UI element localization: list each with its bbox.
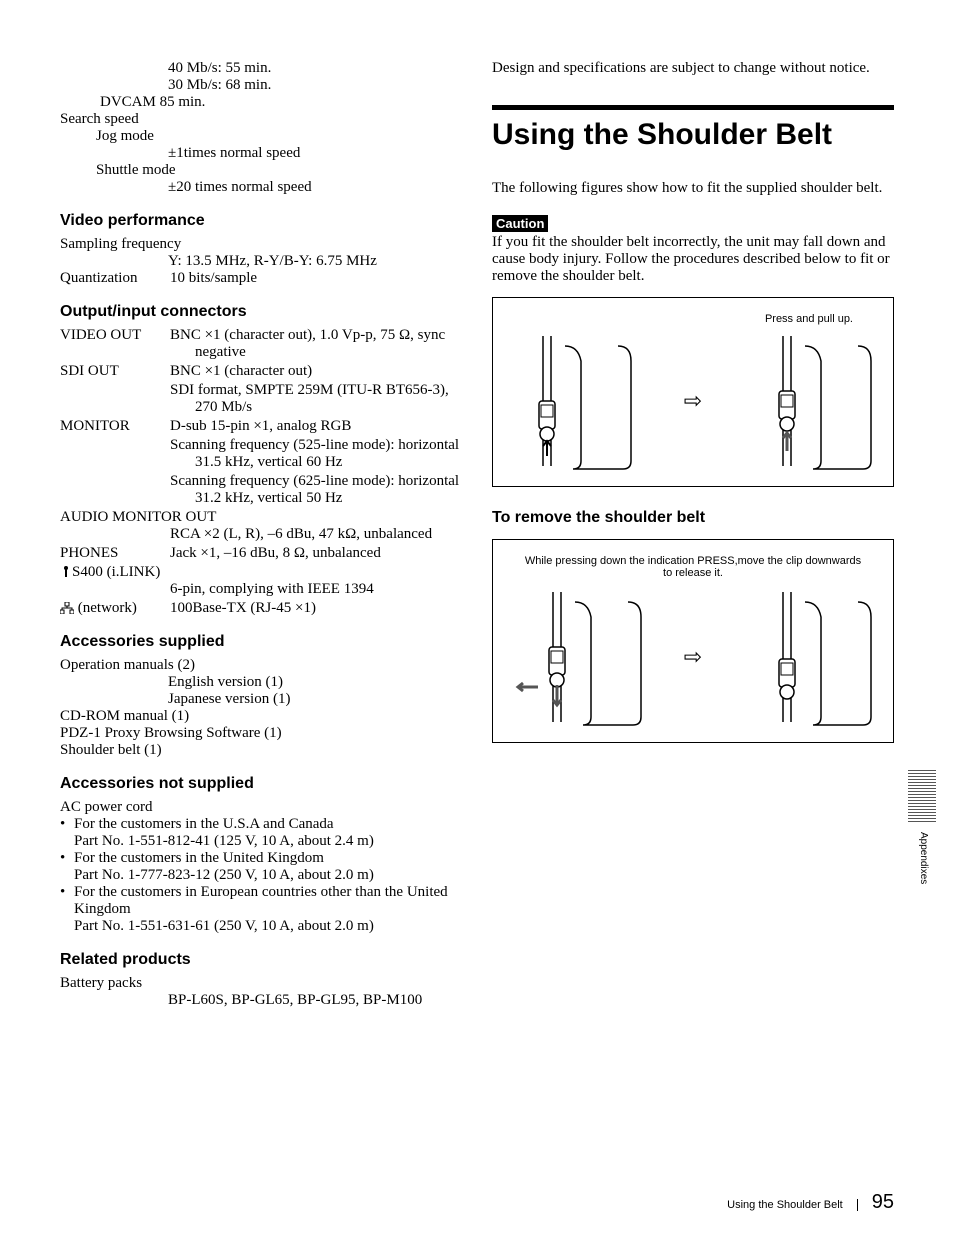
spec-value: D-sub 15-pin ×1, analog RGB	[195, 418, 462, 435]
spec-row: VIDEO OUT BNC ×1 (character out), 1.0 Vp…	[60, 327, 462, 361]
belt-fit-after-icon	[743, 331, 883, 471]
spec-value: 100Base-TX (RJ-45 ×1)	[195, 600, 462, 617]
spec-line: ±1times normal speed	[168, 145, 462, 162]
spec-line: Search speed	[60, 111, 462, 128]
spec-line: DVCAM 85 min.	[100, 94, 462, 111]
spec-value: BNC ×1 (character out)	[195, 363, 462, 380]
spec-row: SDI format, SMPTE 259M (ITU-R BT656-3), …	[60, 382, 462, 416]
list-text: For the customers in European countries …	[74, 884, 462, 918]
spec-line: Shoulder belt (1)	[60, 742, 462, 759]
spec-line: Japanese version (1)	[168, 691, 462, 708]
spec-label: Quantization	[60, 270, 170, 287]
spec-label: (network)	[60, 600, 170, 617]
spec-line: AC power cord	[60, 799, 462, 816]
spec-label	[60, 526, 170, 543]
spec-line: Part No. 1-777-823-12 (250 V, 10 A, abou…	[74, 867, 462, 884]
network-label: (network)	[74, 600, 137, 616]
spec-line: Sampling frequency	[60, 236, 462, 253]
intro-text: The following figures show how to fit th…	[492, 180, 894, 197]
page-footer: Using the Shoulder Belt 95	[727, 1191, 894, 1214]
spec-value: SDI format, SMPTE 259M (ITU-R BT656-3), …	[195, 382, 462, 416]
ilink-icon	[60, 566, 72, 578]
spec-value: Scanning frequency (625-line mode): hori…	[195, 473, 462, 507]
spec-line: Part No. 1-551-812-41 (125 V, 10 A, abou…	[74, 833, 462, 850]
spec-label: PHONES	[60, 545, 170, 562]
spec-line: Battery packs	[60, 975, 462, 992]
heading-video-performance: Video performance	[60, 212, 462, 230]
arrow-right-icon: ⇨	[684, 644, 702, 670]
spec-value: BNC ×1 (character out), 1.0 Vp-p, 75 Ω, …	[195, 327, 462, 361]
spec-label: S400 (i.LINK)	[72, 564, 160, 580]
side-label: Appendixes	[918, 832, 929, 884]
spec-line: 30 Mb/s: 68 min.	[168, 77, 462, 94]
heading-remove-belt: To remove the shoulder belt	[492, 509, 894, 527]
spec-row: 6-pin, complying with IEEE 1394	[60, 581, 462, 598]
list-text: For the customers in the U.S.A and Canad…	[74, 816, 462, 833]
spec-value: 10 bits/sample	[170, 270, 257, 287]
spec-line: AUDIO MONITOR OUT	[60, 509, 462, 526]
right-column: Design and specifications are subject to…	[492, 60, 894, 1009]
spec-line: Shuttle mode	[96, 162, 462, 179]
spec-line: Y: 13.5 MHz, R-Y/B-Y: 6.75 MHz	[168, 253, 462, 270]
spec-row: RCA ×2 (L, R), –6 dBu, 47 kΩ, unbalanced	[60, 526, 462, 543]
list-item: •For the customers in European countries…	[60, 884, 462, 918]
spec-line: Jog mode	[96, 128, 462, 145]
heading-related-products: Related products	[60, 951, 462, 969]
figure-caption: Press and pull up.	[503, 313, 883, 325]
belt-fit-before-icon	[503, 331, 643, 471]
caution-text: If you fit the shoulder belt incorrectly…	[492, 234, 894, 285]
spec-value: Scanning frequency (525-line mode): hori…	[195, 437, 462, 471]
spec-row: Scanning frequency (525-line mode): hori…	[60, 437, 462, 471]
spec-row: Quantization 10 bits/sample	[60, 270, 462, 287]
spec-line: ±20 times normal speed	[168, 179, 462, 196]
belt-remove-before-icon	[503, 587, 643, 727]
spec-label: VIDEO OUT	[60, 327, 170, 361]
page-columns: 40 Mb/s: 55 min. 30 Mb/s: 68 min. DVCAM …	[60, 60, 894, 1009]
spec-value: Jack ×1, –16 dBu, 8 Ω, unbalanced	[195, 545, 462, 562]
spec-label	[60, 473, 170, 507]
spec-label: MONITOR	[60, 418, 170, 435]
spec-value: 6-pin, complying with IEEE 1394	[195, 581, 462, 598]
figure-remove-belt: While pressing down the indication PRESS…	[492, 539, 894, 743]
spec-line: PDZ-1 Proxy Browsing Software (1)	[60, 725, 462, 742]
spec-value: RCA ×2 (L, R), –6 dBu, 47 kΩ, unbalanced	[195, 526, 462, 543]
caution-badge: Caution	[492, 215, 548, 232]
spec-label: SDI OUT	[60, 363, 170, 380]
spec-line: Operation manuals (2)	[60, 657, 462, 674]
side-tab: Appendixes	[908, 770, 936, 884]
list-text: For the customers in the United Kingdom	[74, 850, 462, 867]
spec-line: CD-ROM manual (1)	[60, 708, 462, 725]
arrow-right-icon: ⇨	[684, 388, 702, 414]
figure-inner: ⇨	[503, 331, 883, 471]
figure-fit-belt: Press and pull up. ⇨	[492, 297, 894, 487]
figure-inner: ⇨	[503, 587, 883, 727]
list-item: •For the customers in the U.S.A and Cana…	[60, 816, 462, 833]
spec-row: MONITOR D-sub 15-pin ×1, analog RGB	[60, 418, 462, 435]
heading-accessories-not-supplied: Accessories not supplied	[60, 775, 462, 793]
spec-line: English version (1)	[168, 674, 462, 691]
spec-line: S400 (i.LINK)	[60, 564, 462, 581]
spec-label	[60, 437, 170, 471]
belt-remove-after-icon	[743, 587, 883, 727]
spec-line: 40 Mb/s: 55 min.	[168, 60, 462, 77]
spec-row: Scanning frequency (625-line mode): hori…	[60, 473, 462, 507]
spec-label	[60, 382, 170, 416]
spec-line: BP-L60S, BP-GL65, BP-GL95, BP-M100	[193, 992, 462, 1009]
network-icon	[60, 602, 74, 614]
spec-row: PHONES Jack ×1, –16 dBu, 8 Ω, unbalanced	[60, 545, 462, 562]
main-heading: Using the Shoulder Belt	[492, 105, 894, 152]
spec-line: Part No. 1-551-631-61 (250 V, 10 A, abou…	[74, 918, 462, 935]
list-item: •For the customers in the United Kingdom	[60, 850, 462, 867]
heading-accessories-supplied: Accessories supplied	[60, 633, 462, 651]
figure-caption: While pressing down the indication PRESS…	[503, 555, 883, 579]
spec-row: (network) 100Base-TX (RJ-45 ×1)	[60, 600, 462, 617]
heading-connectors: Output/input connectors	[60, 303, 462, 321]
grip-lines-icon	[908, 770, 936, 822]
spec-row: SDI OUT BNC ×1 (character out)	[60, 363, 462, 380]
spec-label	[60, 581, 170, 598]
design-note: Design and specifications are subject to…	[492, 60, 894, 77]
footer-title: Using the Shoulder Belt	[727, 1199, 858, 1211]
footer-page-number: 95	[872, 1191, 894, 1214]
left-column: 40 Mb/s: 55 min. 30 Mb/s: 68 min. DVCAM …	[60, 60, 462, 1009]
